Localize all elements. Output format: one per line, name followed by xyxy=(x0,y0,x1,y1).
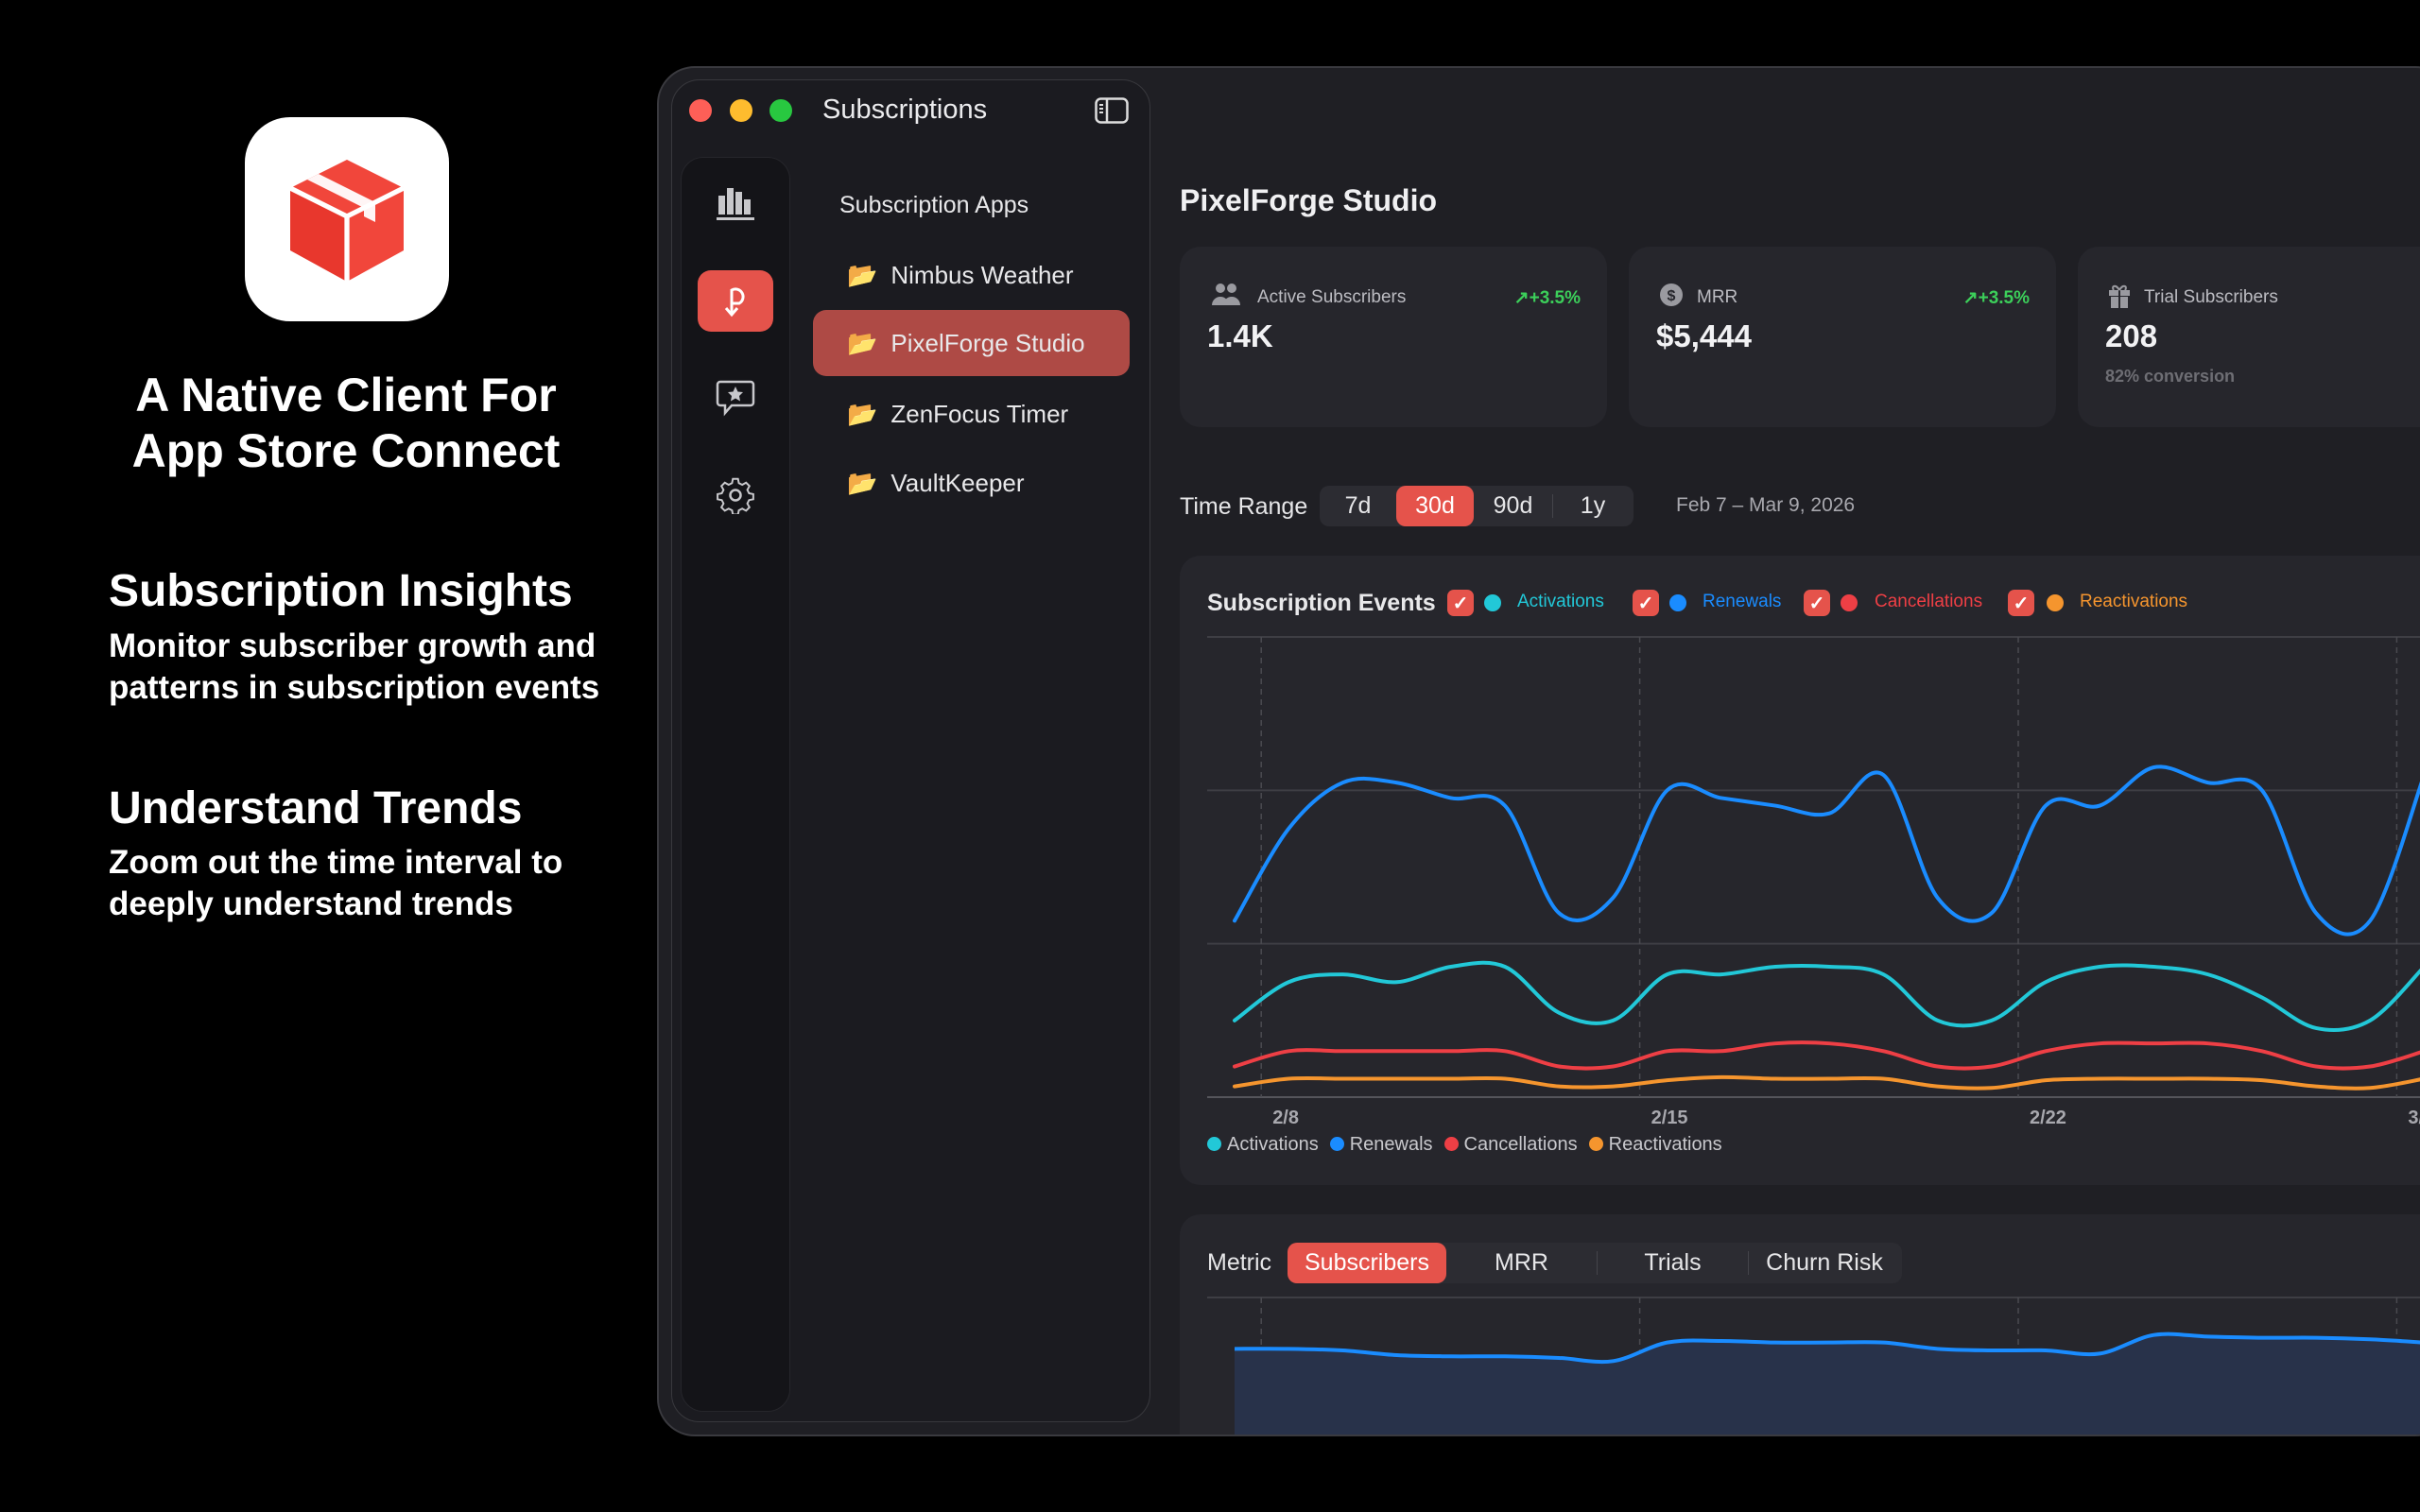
folder-icon: 📂 xyxy=(847,328,878,357)
folder-icon: 📂 xyxy=(847,468,878,497)
reactivations-line xyxy=(1233,1074,2420,1091)
activations-toggle-label[interactable]: Activations xyxy=(1517,592,1604,611)
cancellations-toggle-label[interactable]: Cancellations xyxy=(1875,592,1983,611)
app-window: Subscriptions Subscription Apps 📂 Nimbus … xyxy=(657,66,2420,1436)
x-tick-label: 3/1 xyxy=(2408,1108,2420,1128)
app-list-item[interactable]: 📂 ZenFocus Timer xyxy=(813,381,1130,447)
reactivations-dot xyxy=(2047,594,2064,611)
subscribers-area-chart xyxy=(1207,1297,2420,1435)
gift-icon xyxy=(2109,284,2130,308)
app-name: ZenFocus Timer xyxy=(890,399,1069,428)
headline-line-2: App Store Connect xyxy=(131,424,561,477)
metric-churn-risk[interactable]: Churn Risk xyxy=(1766,1249,1883,1276)
feature-desc-line: Monitor subscriber growth and xyxy=(109,627,596,664)
rail-item-settings[interactable] xyxy=(698,465,773,525)
x-tick-label: 2/8 xyxy=(1272,1108,1299,1128)
folder-icon: 📂 xyxy=(847,399,878,428)
activations-checkbox[interactable]: ✓ xyxy=(1447,590,1474,616)
renewals-line xyxy=(1233,765,2420,936)
renewals-dot xyxy=(1669,594,1686,611)
time-range-1y[interactable]: 1y xyxy=(1580,492,1606,519)
x-tick-label: 2/15 xyxy=(1651,1108,1688,1128)
feature-desc-line: patterns in subscription events xyxy=(109,669,600,706)
zoom-window-button[interactable] xyxy=(769,99,792,122)
svg-text:$: $ xyxy=(1668,288,1676,304)
app-name: VaultKeeper xyxy=(890,468,1025,497)
card-value: 208 xyxy=(2105,318,2158,353)
trend-badge: ↗+3.5% xyxy=(1962,288,2030,308)
minimize-window-button[interactable] xyxy=(730,99,752,122)
subscription-icon xyxy=(724,286,745,317)
legend-item-renewals: Renewals xyxy=(1329,1134,1433,1156)
close-window-button[interactable] xyxy=(689,99,712,122)
time-range-7d[interactable]: 7d xyxy=(1344,492,1372,519)
list-header: Subscription Apps xyxy=(839,192,1029,218)
renewals-checkbox[interactable]: ✓ xyxy=(1633,590,1659,616)
activations-dot xyxy=(1484,594,1501,611)
stat-card-mrr: $ MRR ↗+3.5% $5,444 xyxy=(1629,247,2056,427)
legend-item-reactivations: Reactivations xyxy=(1588,1134,1722,1156)
time-range-90d[interactable]: 90d xyxy=(1474,492,1553,519)
metric-trials[interactable]: Trials xyxy=(1598,1249,1749,1276)
card-label: Trial Subscribers xyxy=(2144,287,2278,307)
date-range: Feb 7 – Mar 9, 2026 xyxy=(1676,494,1856,516)
folder-icon: 📂 xyxy=(847,260,878,289)
cancellations-dot xyxy=(1841,594,1858,611)
chart-title: Subscription Events xyxy=(1207,590,1436,616)
feature-title: Understand Trends xyxy=(109,783,523,833)
card-label: MRR xyxy=(1697,287,1738,307)
card-value: 1.4K xyxy=(1207,318,1273,353)
app-list-item[interactable]: 📂 Nimbus Weather xyxy=(813,242,1130,308)
app-name: Nimbus Weather xyxy=(890,260,1074,289)
chart-legend: Activations Renewals Cancellations React… xyxy=(1207,1134,1722,1156)
gear-icon xyxy=(717,477,754,514)
card-label: Active Subscribers xyxy=(1257,287,1407,307)
activations-line xyxy=(1233,960,2420,1033)
feature-title: Subscription Insights xyxy=(109,566,573,616)
dollar-icon: $ xyxy=(1660,284,1683,306)
x-tick-label: 2/22 xyxy=(2030,1108,2066,1128)
app-name: PixelForge Studio xyxy=(890,328,1085,357)
rail-item-subscriptions[interactable] xyxy=(698,270,773,332)
metric-subscribers[interactable]: Subscribers xyxy=(1288,1243,1446,1283)
rail-item-analytics[interactable] xyxy=(698,173,773,233)
subscription-events-chart: 2/8 2/15 2/22 3/1 xyxy=(1207,636,2420,1128)
people-icon xyxy=(1212,284,1240,305)
rail-item-reviews[interactable] xyxy=(698,368,773,428)
card-value: $5,444 xyxy=(1656,318,1752,353)
feature-desc-line: Zoom out the time interval to xyxy=(109,844,563,881)
page-title: PixelForge Studio xyxy=(1180,183,1438,217)
legend-item-activations: Activations xyxy=(1207,1134,1319,1156)
review-star-icon xyxy=(716,380,755,417)
cancellations-line xyxy=(1233,1040,2420,1071)
metric-mrr[interactable]: MRR xyxy=(1446,1249,1598,1276)
sidebar-toggle-button[interactable] xyxy=(1095,97,1129,129)
time-range-30d[interactable]: 30d xyxy=(1396,486,1474,526)
card-subtext: 82% conversion xyxy=(2105,367,2236,386)
time-range-label: Time Range xyxy=(1180,493,1308,520)
window-title: Subscriptions xyxy=(822,94,988,125)
feature-desc-line: deeply understand trends xyxy=(109,885,513,922)
trend-badge: ↗+3.5% xyxy=(1513,288,1581,308)
headline-line-1: A Native Client For xyxy=(135,369,557,421)
chart-bar-icon xyxy=(717,188,754,220)
stat-card-active-subscribers: Active Subscribers ↗+3.5% 1.4K xyxy=(1180,247,1607,427)
icon-rail xyxy=(681,157,790,1412)
app-list-item[interactable]: 📂 VaultKeeper xyxy=(813,450,1130,516)
box-icon xyxy=(288,160,406,282)
app-list-item-selected[interactable]: 📂 PixelForge Studio xyxy=(813,310,1130,376)
sidebar-toggle-icon xyxy=(1095,97,1129,124)
legend-item-cancellations: Cancellations xyxy=(1443,1134,1578,1156)
stat-card-trial-subscribers: Trial Subscribers 208 82% conversion xyxy=(2078,247,2420,427)
cancellations-checkbox[interactable]: ✓ xyxy=(1804,590,1830,616)
subscribers-area xyxy=(1235,1333,2420,1435)
time-range-segmented-control: 7d 30d 90d 1y xyxy=(1320,486,1634,526)
renewals-toggle-label[interactable]: Renewals xyxy=(1703,592,1782,611)
subscribers-line xyxy=(1234,1332,2420,1365)
reactivations-toggle-label[interactable]: Reactivations xyxy=(2080,592,2188,611)
app-logo xyxy=(245,117,449,321)
metric-segmented-control: Subscribers MRR Trials Churn Risk xyxy=(1288,1243,1902,1283)
reactivations-checkbox[interactable]: ✓ xyxy=(2008,590,2034,616)
metric-label: Metric xyxy=(1207,1249,1272,1276)
